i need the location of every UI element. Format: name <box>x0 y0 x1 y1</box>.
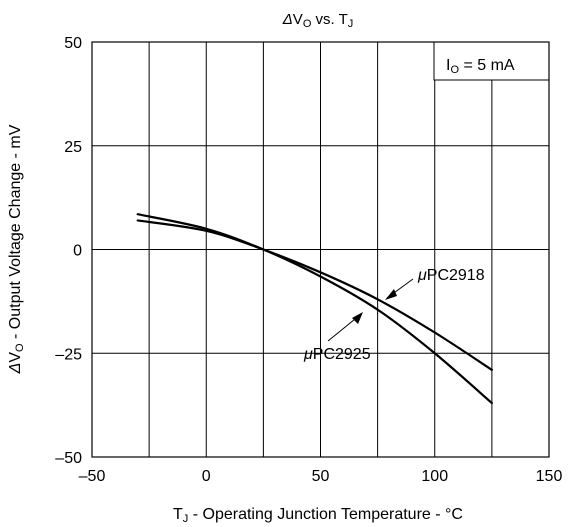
y-axis-label: ΔVO - Output Voltage Change - mV <box>7 124 26 374</box>
chart-title: ΔVO vs. TJ <box>282 11 354 30</box>
title-delta: Δ <box>282 11 293 28</box>
ylabel-delta: Δ <box>7 363 24 375</box>
x-tick-label: 100 <box>421 468 448 485</box>
x-tick-label: –50 <box>79 468 106 485</box>
y-tick-label: 50 <box>64 35 82 52</box>
series-callout-arrow-pc2918 <box>385 289 397 300</box>
condition-sub: O <box>450 64 459 76</box>
xlabel-main: T <box>173 506 183 523</box>
ylabel-main: V <box>7 352 24 363</box>
x-axis-label: TJ - Operating Junction Temperature - °C <box>173 506 463 525</box>
y-tick-labels: –50 –25 0 25 50 <box>55 35 82 467</box>
title-main: V <box>293 11 303 28</box>
y-tick-label: 25 <box>64 139 82 156</box>
x-tick-label: 50 <box>312 468 330 485</box>
condition-main: I <box>446 57 450 74</box>
ylabel-sub: O <box>14 343 26 352</box>
ylabel-rest: - Output Voltage Change - mV <box>7 124 24 343</box>
title-sub2: J <box>348 18 354 30</box>
series-line-pc2918 <box>136 219 493 371</box>
series-callout-arrow-pc2925 <box>352 312 363 324</box>
condition-rest: = 5 mA <box>459 57 515 74</box>
series-label-pc2925-mu: μ <box>303 346 313 363</box>
x-tick-label: 150 <box>536 468 563 485</box>
series-label-pc2925: μPC2925 <box>303 346 371 363</box>
title-sub: O <box>303 18 312 30</box>
series-label-pc2925-text: PC2925 <box>313 346 371 363</box>
x-tick-labels: –50 0 50 100 150 <box>79 468 563 485</box>
series-label-pc2918-text: PC2918 <box>427 267 485 284</box>
condition-label: IO = 5 mA <box>446 57 515 76</box>
series-line-pc2925 <box>136 213 493 405</box>
y-tick-label: –50 <box>55 450 82 467</box>
plot-frame <box>91 41 550 458</box>
series-label-pc2918-mu: μ <box>417 267 427 284</box>
title-rest: vs. T <box>311 11 347 28</box>
series-label-pc2918: μPC2918 <box>417 267 485 284</box>
xlabel-sub: J <box>183 513 189 525</box>
y-gridlines <box>92 145 549 354</box>
y-tick-label: –25 <box>55 346 82 363</box>
x-tick-label: 0 <box>202 468 211 485</box>
xlabel-rest: - Operating Junction Temperature - °C <box>188 506 463 523</box>
series-lines <box>136 213 493 405</box>
x-gridlines <box>148 42 493 457</box>
y-tick-label: 0 <box>73 243 82 260</box>
